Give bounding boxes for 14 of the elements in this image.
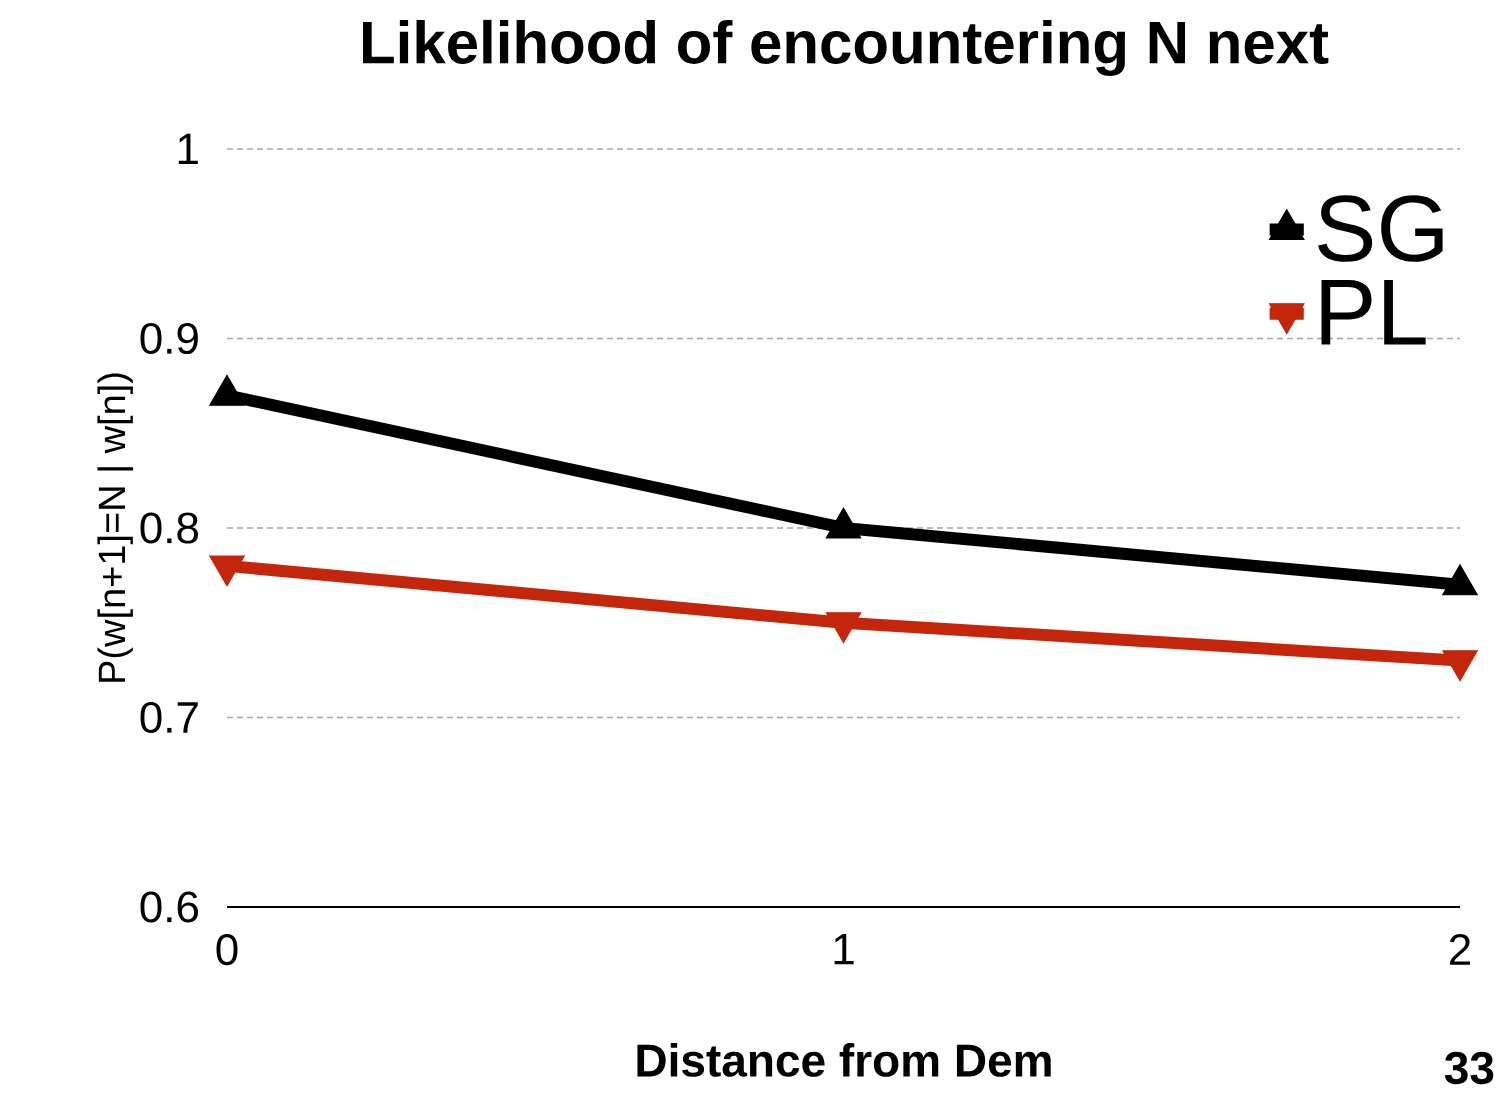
x-tick-label: 2 (1450, 934, 1471, 965)
y-tick-label: 1 (178, 133, 198, 165)
x-tick-label: 0 (216, 934, 238, 966)
chart-title: Likelihood of encountering N next (363, 19, 1329, 77)
legend-label: SG (1318, 195, 1443, 262)
y-tick-label: 0.8 (140, 512, 199, 544)
legend-label: PL (1321, 279, 1426, 345)
y-tick-label: 0.9 (140, 322, 198, 355)
x-axis-title: Distance from Dem (637, 1043, 1051, 1077)
y-tick-label: 0.7 (140, 701, 198, 734)
y-tick-label: 0.6 (140, 891, 199, 923)
x-tick-label: 1 (834, 934, 854, 965)
text: 33 (1444, 1051, 1494, 1085)
y-axis-title: P(w[n+1]=N | w[n]) (97, 373, 134, 682)
